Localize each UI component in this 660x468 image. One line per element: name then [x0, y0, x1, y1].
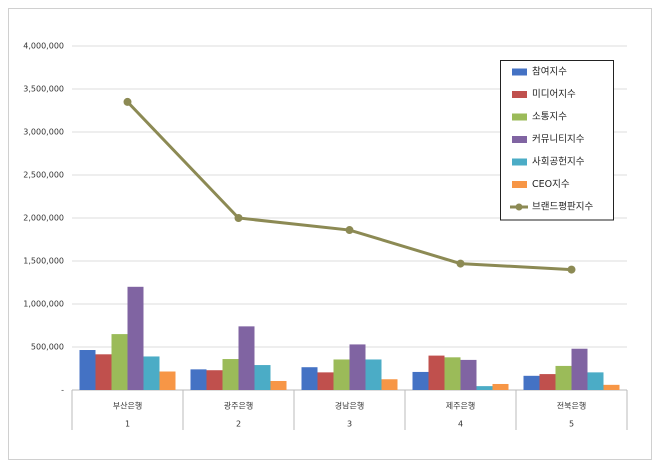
bar	[301, 367, 318, 390]
bar	[603, 384, 620, 390]
bar	[79, 350, 96, 390]
bar	[270, 380, 287, 390]
bar	[143, 356, 160, 390]
legend-swatch	[512, 68, 527, 76]
x-tick-label: 제주은행	[446, 401, 475, 411]
legend-label: 미디어지수	[532, 89, 576, 100]
bar	[381, 379, 398, 390]
line-marker	[123, 97, 132, 106]
bar	[254, 365, 271, 390]
x-tick-label: 광주은행	[224, 401, 253, 411]
bar	[159, 371, 176, 390]
bar	[317, 372, 334, 390]
bar	[111, 334, 128, 390]
bar	[365, 359, 382, 390]
legend-label: 브랜드평판지수	[532, 202, 593, 213]
bar	[428, 355, 445, 390]
bar	[587, 372, 604, 390]
bar	[95, 354, 112, 390]
legend-label: CEO지수	[532, 179, 570, 190]
legend-label: 사회공헌지수	[532, 157, 585, 168]
line-marker	[345, 226, 354, 235]
bar	[206, 370, 223, 390]
legend-label: 참여지수	[532, 66, 567, 78]
bar	[523, 375, 540, 390]
x-tick-label: 부산은행	[113, 401, 142, 411]
x-tick-label: 경남은행	[335, 401, 364, 411]
y-tick-label: 4,000,000	[23, 42, 64, 51]
x-tick-sub-label: 2	[236, 420, 241, 429]
legend-swatch	[512, 158, 527, 166]
y-tick-label: 3,000,000	[23, 128, 64, 137]
y-tick-label: 3,500,000	[23, 85, 64, 94]
legend-swatch	[512, 91, 527, 98]
legend-swatch	[512, 136, 527, 143]
x-tick-sub-label: 3	[347, 420, 352, 429]
y-tick-label: 2,000,000	[23, 214, 64, 223]
y-tick-label: 500,000	[31, 343, 64, 352]
bar	[444, 357, 461, 390]
line-marker	[567, 265, 576, 274]
x-tick-sub-label: 1	[125, 420, 130, 429]
y-tick-label: 1,000,000	[23, 300, 64, 309]
legend-label: 커뮤니티지수	[532, 134, 585, 145]
bar	[190, 369, 207, 390]
y-tick-label: 1,500,000	[23, 257, 64, 266]
bar	[460, 359, 477, 390]
x-tick-sub-label: 4	[458, 420, 463, 429]
x-tick-label: 전북은행	[557, 401, 586, 411]
bar	[571, 348, 588, 390]
line-marker	[456, 259, 465, 268]
bar	[476, 386, 493, 390]
bar	[349, 344, 366, 390]
bar	[555, 365, 572, 390]
legend-swatch-marker	[515, 203, 523, 211]
bar	[492, 383, 509, 390]
x-tick-sub-label: 5	[569, 420, 574, 429]
bar	[238, 326, 255, 390]
y-tick-label: 2,500,000	[23, 171, 64, 180]
legend-swatch	[512, 113, 527, 121]
y-tick-label: -	[61, 386, 64, 395]
line-marker	[234, 214, 243, 222]
bar	[333, 359, 350, 390]
bar	[539, 374, 556, 390]
bar	[222, 359, 239, 390]
bar	[412, 371, 429, 390]
bar	[127, 286, 144, 390]
legend-label: 소통지수	[532, 112, 567, 123]
legend-swatch	[512, 181, 527, 188]
